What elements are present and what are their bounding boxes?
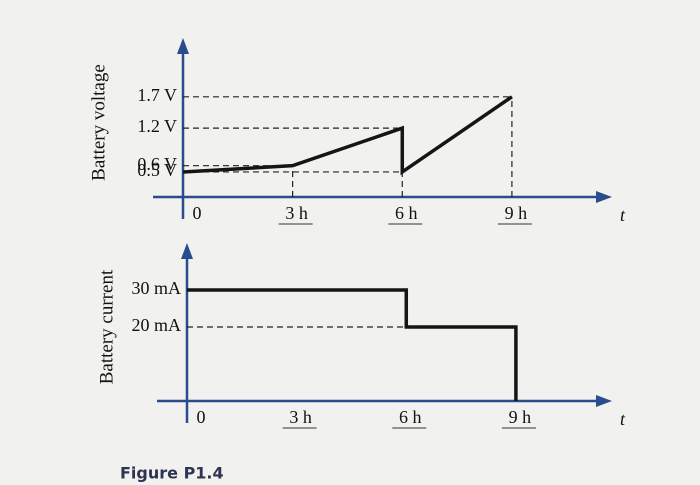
- x-tick-label: 0: [193, 203, 202, 223]
- data-line: [187, 288, 518, 401]
- x-tick-label: 9 h: [505, 203, 528, 223]
- x-axis-label: t: [620, 205, 626, 225]
- y-axis-arrow: [177, 38, 189, 54]
- x-tick-label: 6 h: [395, 203, 418, 223]
- x-axis-arrow: [596, 395, 612, 407]
- y-axis-arrow: [181, 243, 193, 259]
- y-axis-label: Battery voltage: [88, 64, 109, 181]
- figure-caption: Figure P1.4: [120, 464, 224, 483]
- x-tick-label: 3 h: [285, 203, 308, 223]
- y-tick-label: 20 mA: [132, 315, 182, 335]
- y-tick-label: 1.2 V: [137, 116, 177, 136]
- x-tick-label: 0: [197, 407, 206, 427]
- x-tick-label: 9 h: [509, 407, 532, 427]
- y-tick-label: 0.6 V: [137, 154, 177, 174]
- x-axis-arrow: [596, 191, 612, 203]
- x-tick-label: 3 h: [289, 407, 312, 427]
- x-axis-label: t: [620, 409, 626, 429]
- x-tick-label: 6 h: [399, 407, 422, 427]
- y-tick-label: 30 mA: [132, 278, 182, 298]
- y-tick-label: 1.7 V: [137, 85, 177, 105]
- data-line: [182, 95, 513, 176]
- y-tick-label: 0.5 V: [137, 160, 177, 180]
- y-axis-label: Battery current: [96, 269, 117, 384]
